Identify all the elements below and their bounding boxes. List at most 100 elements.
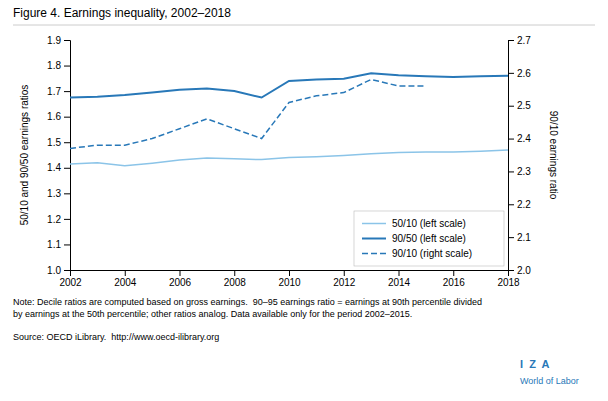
y-axis-title: 50/10 and 90/50 earnings ratios [19,85,30,226]
logo: I Z A [520,358,550,370]
tick-mark [508,139,514,140]
tick: 1.7 [47,86,70,97]
tick-label: 2006 [169,277,192,288]
tick-label: 2008 [224,277,247,288]
tick-label: 2.1 [517,232,531,243]
y2-axis: 2.0 2.1 2.2 2.3 2.4 2.5 2.6 2.7 [508,35,531,276]
tick-mark [508,237,514,238]
tick-mark [399,270,400,276]
tick-label: 2014 [388,277,411,288]
legend-frame [354,211,504,266]
title: Figure 4. Earnings inequality, 2002–2018 [13,6,231,20]
tick-label: 2016 [443,277,466,288]
tick-mark [64,193,70,194]
axis-line [509,41,515,271]
legend-swatch [362,223,386,225]
tick-label: 1.9 [47,35,61,46]
series-line [70,150,508,166]
plot: 2002 2004 2006 2008 2010 2012 2014 2016 2018 1.0 1… [19,35,559,288]
tick-label: 2012 [333,277,356,288]
tick-label: 2010 [278,277,301,288]
tick: 1.2 [47,214,70,225]
tick-mark [64,142,70,143]
tick: 2006 [169,270,192,288]
tick-label: 2004 [114,277,137,288]
legend-label: 50/10 (left scale) [392,218,466,229]
legend-swatch [362,253,386,255]
tick: 2.7 [508,35,531,46]
tick: 1.1 [47,239,70,250]
tick-mark [234,270,235,276]
tick-label: 1.7 [47,86,61,97]
source: Source: OECD iLibrary. http://www.oecd-i… [13,332,219,342]
tick: 2.1 [508,232,531,243]
tick-label: 2018 [497,277,520,288]
tick-mark [125,270,126,276]
tick-mark [508,73,514,74]
title-rule [13,25,595,26]
tick-mark [508,171,514,172]
annotation-line: I Z A [520,358,550,370]
legend-label: 90/50 (left scale) [392,233,466,244]
tick-mark [64,117,70,118]
tick: 1.4 [47,162,70,173]
chart: Figure 4. Earnings inequality, 2002–2018… [0,0,608,401]
logo-subtitle: World of Labor [520,376,579,386]
series-line [70,79,426,148]
tick-label: 2.7 [517,35,531,46]
legend-swatch [362,238,386,240]
note: Note: Decile ratios are computed based o… [13,297,482,319]
tick-mark [289,270,290,276]
tick: 1.3 [47,188,70,199]
tick: 2004 [114,270,137,288]
tick: 2008 [224,270,247,288]
tick-mark [64,270,70,271]
annotation-line: Note: Decile ratios are computed based o… [13,297,482,307]
tick: 2014 [388,270,411,288]
tick: 2.5 [508,100,531,111]
tick-mark [508,106,514,107]
annotation-line: Source: OECD iLibrary. http://www.oecd-i… [13,332,219,342]
tick-mark [508,270,514,271]
tick: 2.4 [508,133,531,144]
tick-mark [64,244,70,245]
legend-item: 90/10 (right scale) [362,248,472,259]
tick: 2.2 [508,199,531,210]
tick-mark [180,270,181,276]
tick-label: 2.2 [517,199,531,210]
tick: 1.6 [47,111,70,122]
tick: 2016 [443,270,466,288]
tick-label: 2.5 [517,100,531,111]
tick-mark [508,40,514,41]
tick: 2010 [278,270,301,288]
axis-line [71,271,509,277]
tick-label: 1.1 [47,239,61,250]
x-axis: 2002 2004 2006 2008 2010 2012 2014 2016 2018 [59,270,520,288]
lines [70,73,508,166]
tick-mark [508,204,514,205]
tick: 2002 [59,270,82,288]
tick-label: 2.3 [517,166,531,177]
tick: 2.6 [508,68,531,79]
annotation-line: by earnings at the 50th percentile; othe… [13,309,412,319]
y2-axis-title: 90/10 earnings ratio [548,111,559,200]
tick-label: 1.4 [47,162,61,173]
tick-label: 2.6 [517,68,531,79]
annotation-line: World of Labor [520,376,579,386]
legend-item: 50/10 (left scale) [362,218,466,229]
tick-mark [453,270,454,276]
tick-mark [344,270,345,276]
series-line [70,73,508,97]
tick: 1.0 [47,265,70,276]
tick-mark [64,168,70,169]
tick-label: 1.5 [47,137,61,148]
tick: 2.0 [508,265,531,276]
tick-label: 1.3 [47,188,61,199]
tick: 1.9 [47,35,70,46]
tick-mark [64,219,70,220]
tick: 2012 [333,270,356,288]
legend: 50/10 (left scale) 90/50 (left scale) 90/1… [354,211,504,266]
axis-line [64,41,71,271]
tick-label: 1.8 [47,60,61,71]
tick-mark [64,66,70,67]
